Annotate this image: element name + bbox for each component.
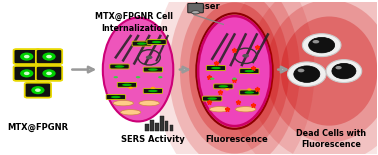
Ellipse shape [245,70,254,72]
Ellipse shape [148,90,158,92]
Ellipse shape [137,42,147,45]
Ellipse shape [302,34,341,57]
Ellipse shape [122,84,132,86]
Text: Fluorescence: Fluorescence [205,135,268,144]
Ellipse shape [209,107,230,112]
Ellipse shape [313,40,319,43]
Ellipse shape [151,87,155,89]
Text: Laser: Laser [195,2,220,11]
Ellipse shape [332,63,356,79]
FancyBboxPatch shape [36,66,62,81]
Text: Dead Cells with
Fluorescence: Dead Cells with Fluorescence [296,129,366,149]
Ellipse shape [129,87,133,89]
Ellipse shape [281,16,377,126]
Ellipse shape [46,72,52,75]
FancyBboxPatch shape [143,67,163,72]
Bar [150,120,154,131]
Ellipse shape [288,62,326,86]
FancyBboxPatch shape [147,40,166,44]
Ellipse shape [242,54,249,58]
Ellipse shape [326,60,362,83]
Ellipse shape [225,0,378,155]
Ellipse shape [103,18,173,122]
Bar [155,123,159,131]
Ellipse shape [146,55,152,59]
Ellipse shape [139,100,160,106]
Ellipse shape [42,53,56,61]
FancyBboxPatch shape [240,90,259,95]
Ellipse shape [309,37,335,53]
Ellipse shape [113,76,118,78]
Bar [160,116,164,131]
Ellipse shape [232,78,237,80]
Ellipse shape [169,0,300,155]
Ellipse shape [115,65,124,68]
FancyBboxPatch shape [203,96,222,101]
Ellipse shape [136,76,140,78]
FancyBboxPatch shape [110,64,129,69]
FancyBboxPatch shape [25,83,51,98]
FancyBboxPatch shape [106,95,125,100]
Ellipse shape [218,85,228,88]
FancyBboxPatch shape [14,49,40,64]
Ellipse shape [113,100,133,106]
Ellipse shape [294,66,320,82]
Ellipse shape [24,55,29,58]
FancyBboxPatch shape [240,69,259,73]
Bar [170,124,173,131]
Ellipse shape [225,88,229,91]
Ellipse shape [248,0,378,155]
Text: MTX@FPGNR Cell
Internalization: MTX@FPGNR Cell Internalization [95,12,174,33]
Ellipse shape [121,110,141,115]
Ellipse shape [20,53,33,61]
Ellipse shape [20,69,33,78]
Ellipse shape [189,2,280,140]
Ellipse shape [158,76,163,78]
Text: SERS Activity: SERS Activity [121,135,185,144]
Ellipse shape [155,0,314,155]
FancyBboxPatch shape [14,66,40,81]
FancyBboxPatch shape [132,41,152,46]
FancyBboxPatch shape [36,49,62,64]
Ellipse shape [335,66,342,69]
Ellipse shape [210,78,214,80]
FancyBboxPatch shape [214,84,233,89]
FancyBboxPatch shape [206,66,226,71]
Ellipse shape [152,41,161,43]
Bar [146,124,149,131]
Ellipse shape [111,96,121,98]
Ellipse shape [192,11,200,14]
FancyBboxPatch shape [143,89,163,93]
Ellipse shape [148,68,158,71]
Ellipse shape [211,67,221,69]
FancyBboxPatch shape [117,82,136,87]
Bar [165,121,169,131]
Ellipse shape [235,107,256,112]
Ellipse shape [46,55,52,58]
Ellipse shape [208,97,217,100]
Ellipse shape [42,69,56,78]
Ellipse shape [198,16,271,126]
Ellipse shape [247,88,251,91]
Ellipse shape [245,91,254,94]
Ellipse shape [180,0,289,154]
Ellipse shape [35,88,41,92]
Ellipse shape [297,69,304,72]
Ellipse shape [24,72,29,75]
Ellipse shape [31,86,45,94]
Ellipse shape [266,0,378,142]
FancyBboxPatch shape [188,3,203,13]
Text: MTX@FPGNR: MTX@FPGNR [7,123,68,132]
